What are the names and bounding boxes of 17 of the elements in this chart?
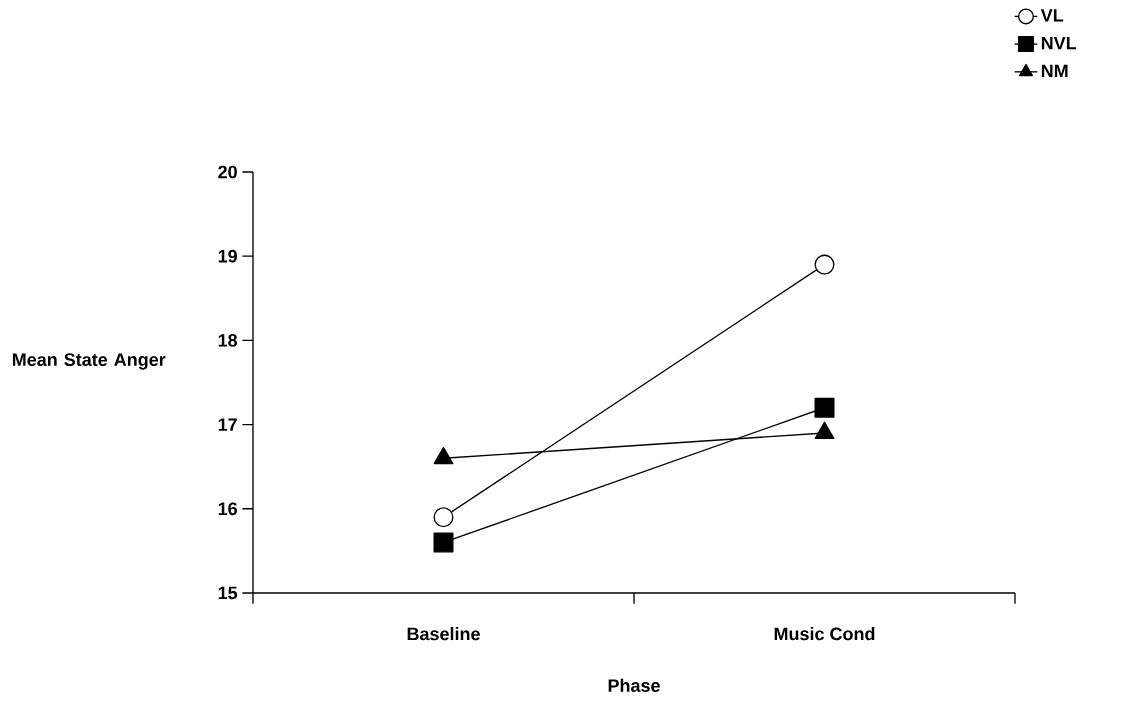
y-tick-label: 19	[218, 249, 237, 263]
point	[433, 507, 454, 528]
legend-label: NM	[1041, 64, 1068, 78]
y-tick-label: 15	[218, 586, 238, 600]
point	[814, 254, 835, 275]
y-tick-label: 20	[218, 165, 237, 179]
legend-label: NVL	[1041, 36, 1077, 50]
point	[814, 397, 835, 418]
y-tick-label: 17	[218, 418, 237, 431]
y-tick-label: 16	[218, 502, 237, 516]
y-axis-title: Mean State Anger	[12, 353, 166, 370]
y-tick-label: 18	[218, 334, 238, 347]
point	[433, 532, 454, 553]
x-axis-title: Phase	[608, 678, 660, 692]
x-tick-label: Baseline	[407, 627, 480, 641]
x-tick-label: Music Cond	[774, 627, 875, 641]
legend-label: VL	[1040, 9, 1064, 22]
